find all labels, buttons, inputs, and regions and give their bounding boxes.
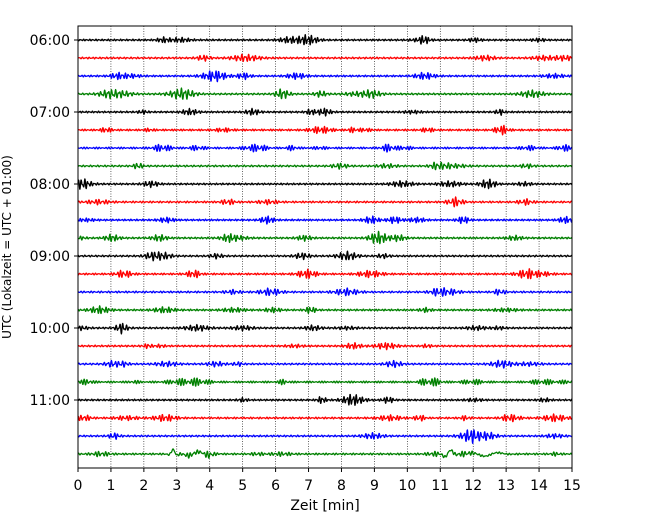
x-tick-label: 14 (530, 478, 548, 494)
y-tick-label: 08:00 (30, 177, 70, 193)
x-tick-label: 1 (106, 478, 115, 494)
trace-line (77, 413, 573, 423)
trace-line (77, 393, 573, 406)
trace-line (77, 305, 573, 315)
x-tick-label: 15 (563, 478, 581, 494)
traces (77, 33, 573, 459)
trace-line (77, 230, 573, 245)
x-tick-label: 7 (304, 478, 313, 494)
trace-line (77, 448, 573, 459)
x-tick-label: 8 (337, 478, 346, 494)
trace-line (77, 53, 573, 63)
x-tick-label: 2 (139, 478, 148, 494)
trace-line (77, 215, 573, 225)
trace-line (77, 33, 573, 46)
x-tick-label: 0 (74, 478, 83, 494)
x-tick-label: 10 (398, 478, 416, 494)
trace-line (77, 143, 573, 153)
plot-frame (77, 25, 573, 469)
y-tick-label: 06:00 (30, 33, 70, 49)
grid-lines (110, 26, 540, 468)
y-tick-label: 07:00 (30, 105, 70, 121)
x-tick-label: 9 (370, 478, 379, 494)
trace-line (77, 322, 573, 335)
x-tick-label: 12 (464, 478, 482, 494)
x-tick-label: 13 (497, 478, 515, 494)
y-tick-label: 10:00 (30, 321, 70, 337)
x-tick-label: 4 (205, 478, 214, 494)
trace-line (77, 268, 573, 280)
y-tick-label: 11:00 (30, 393, 70, 409)
trace-line (77, 429, 573, 444)
trace-line (77, 196, 573, 208)
trace-line (77, 87, 573, 100)
trace-line (77, 359, 573, 369)
x-tick-label: 11 (431, 478, 449, 494)
trace-line (77, 250, 573, 262)
trace-line (77, 161, 573, 171)
trace-line (77, 124, 573, 136)
trace-line (77, 70, 573, 83)
x-axis: 0 1 2 3 4 5 6 7 8 9 10 11 12 13 14 15 (74, 468, 581, 494)
x-tick-label: 3 (172, 478, 181, 494)
trace-line (77, 107, 573, 117)
trace-line (77, 377, 573, 387)
x-tick-label: 6 (271, 478, 280, 494)
trace-line (77, 342, 573, 351)
y-axis: 06:00 07:00 08:00 09:00 10:00 11:00 (30, 33, 78, 409)
y-tick-label: 09:00 (30, 249, 70, 265)
x-tick-label: 5 (238, 478, 247, 494)
trace-line (77, 287, 573, 297)
y-axis-label: UTC (Lokalzeit = UTC + 01:00) (0, 155, 14, 339)
x-axis-label: Zeit [min] (290, 498, 359, 514)
trace-line (77, 178, 573, 190)
